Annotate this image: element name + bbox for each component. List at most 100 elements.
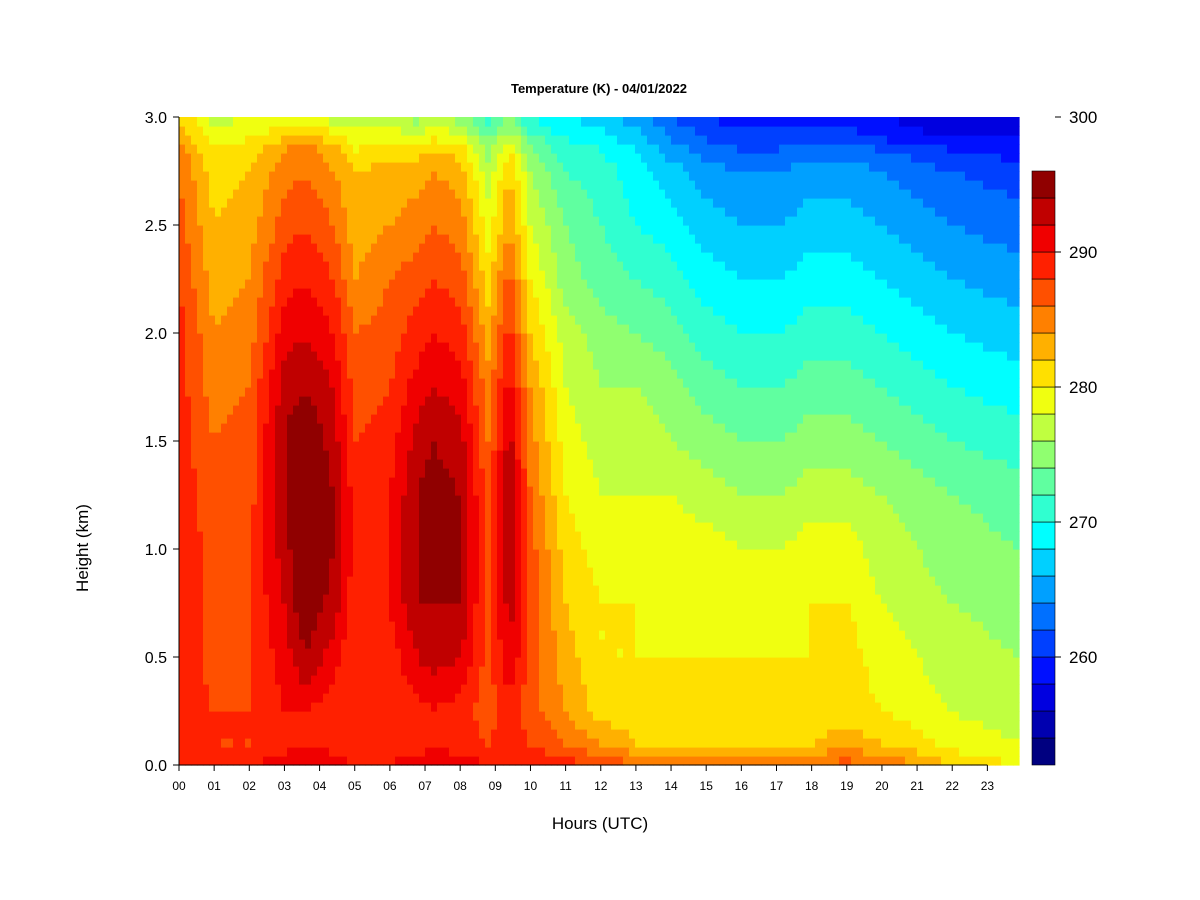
heatmap-cell bbox=[521, 378, 528, 388]
heatmap-cell bbox=[179, 648, 186, 658]
heatmap-cell bbox=[335, 459, 342, 469]
heatmap-cell bbox=[575, 729, 582, 739]
heatmap-cell bbox=[389, 180, 396, 190]
heatmap-cell bbox=[191, 351, 198, 361]
heatmap-cell bbox=[545, 630, 552, 640]
heatmap-cell bbox=[317, 297, 324, 307]
heatmap-cell bbox=[353, 360, 360, 370]
heatmap-cell bbox=[461, 630, 468, 640]
heatmap-cell bbox=[575, 369, 582, 379]
heatmap-cell bbox=[581, 216, 588, 226]
heatmap-cell bbox=[233, 153, 240, 163]
heatmap-cell bbox=[347, 576, 354, 586]
heatmap-cell bbox=[281, 585, 288, 595]
heatmap-cell bbox=[377, 657, 384, 667]
heatmap-cell bbox=[179, 738, 186, 748]
heatmap-cell bbox=[413, 693, 420, 703]
heatmap-cell bbox=[407, 684, 414, 694]
heatmap-cell bbox=[275, 702, 282, 712]
heatmap-cell bbox=[521, 684, 528, 694]
heatmap-cell bbox=[539, 288, 546, 298]
heatmap-cell bbox=[539, 675, 546, 685]
heatmap-cell bbox=[437, 711, 444, 721]
heatmap-cell bbox=[347, 675, 354, 685]
heatmap-cell bbox=[371, 306, 378, 316]
heatmap-cell bbox=[365, 450, 372, 460]
heatmap-cell bbox=[593, 549, 600, 559]
heatmap-cell bbox=[359, 684, 366, 694]
heatmap-cell bbox=[371, 333, 378, 343]
heatmap-cell bbox=[521, 360, 528, 370]
heatmap-cell bbox=[239, 432, 246, 442]
heatmap-cell bbox=[581, 117, 588, 127]
heatmap-cell bbox=[239, 540, 246, 550]
heatmap-cell bbox=[569, 135, 576, 145]
heatmap-cell bbox=[209, 351, 216, 361]
heatmap-cell bbox=[311, 738, 318, 748]
heatmap-cell bbox=[293, 153, 300, 163]
heatmap-cell bbox=[233, 324, 240, 334]
heatmap-cell bbox=[413, 657, 420, 667]
heatmap-cell bbox=[575, 495, 582, 505]
heatmap-cell bbox=[473, 549, 480, 559]
heatmap-cell bbox=[233, 720, 240, 730]
heatmap-cell bbox=[377, 648, 384, 658]
heatmap-cell bbox=[305, 585, 312, 595]
heatmap-cell bbox=[491, 657, 498, 667]
heatmap-cell bbox=[515, 630, 522, 640]
heatmap-cell bbox=[419, 315, 426, 325]
heatmap-cell bbox=[473, 720, 480, 730]
heatmap-cell bbox=[539, 162, 546, 172]
heatmap-cell bbox=[443, 702, 450, 712]
heatmap-cell bbox=[365, 657, 372, 667]
heatmap-cell bbox=[179, 162, 186, 172]
heatmap-cell bbox=[431, 450, 438, 460]
heatmap-cell bbox=[455, 297, 462, 307]
heatmap-cell bbox=[551, 540, 558, 550]
heatmap-cell bbox=[335, 522, 342, 532]
heatmap-cell bbox=[467, 675, 474, 685]
heatmap-cell bbox=[437, 666, 444, 676]
heatmap-cell bbox=[293, 225, 300, 235]
heatmap-cell bbox=[497, 702, 504, 712]
heatmap-cell bbox=[497, 297, 504, 307]
heatmap-cell bbox=[395, 531, 402, 541]
heatmap-cell bbox=[341, 171, 348, 181]
heatmap-cell bbox=[311, 342, 318, 352]
heatmap-cell bbox=[227, 387, 234, 397]
heatmap-cell bbox=[569, 711, 576, 721]
heatmap-cell bbox=[539, 477, 546, 487]
heatmap-cell bbox=[329, 306, 336, 316]
heatmap-cell bbox=[335, 450, 342, 460]
heatmap-cell bbox=[479, 738, 486, 748]
heatmap-cell bbox=[233, 198, 240, 208]
heatmap-cell bbox=[527, 756, 534, 766]
heatmap-cell bbox=[281, 513, 288, 523]
heatmap-cell bbox=[239, 756, 246, 766]
heatmap-cell bbox=[407, 198, 414, 208]
heatmap-cell bbox=[185, 180, 192, 190]
heatmap-cell bbox=[413, 441, 420, 451]
heatmap-cell bbox=[557, 378, 564, 388]
heatmap-cell bbox=[263, 315, 270, 325]
heatmap-cell bbox=[287, 216, 294, 226]
heatmap-cell bbox=[449, 531, 456, 541]
heatmap-cell bbox=[533, 117, 540, 127]
heatmap-cell bbox=[425, 675, 432, 685]
heatmap-cell bbox=[389, 558, 396, 568]
heatmap-cell bbox=[437, 243, 444, 253]
heatmap-cell bbox=[389, 450, 396, 460]
heatmap-cell bbox=[341, 486, 348, 496]
heatmap-cell bbox=[245, 549, 252, 559]
heatmap-cell bbox=[485, 594, 492, 604]
heatmap-cell bbox=[389, 135, 396, 145]
heatmap-cell bbox=[305, 378, 312, 388]
heatmap-cell bbox=[419, 567, 426, 577]
heatmap-cell bbox=[407, 657, 414, 667]
heatmap-cell bbox=[269, 396, 276, 406]
heatmap-cell bbox=[263, 333, 270, 343]
heatmap-cell bbox=[335, 135, 342, 145]
heatmap-cell bbox=[407, 639, 414, 649]
heatmap-cell bbox=[299, 459, 306, 469]
heatmap-cell bbox=[215, 630, 222, 640]
